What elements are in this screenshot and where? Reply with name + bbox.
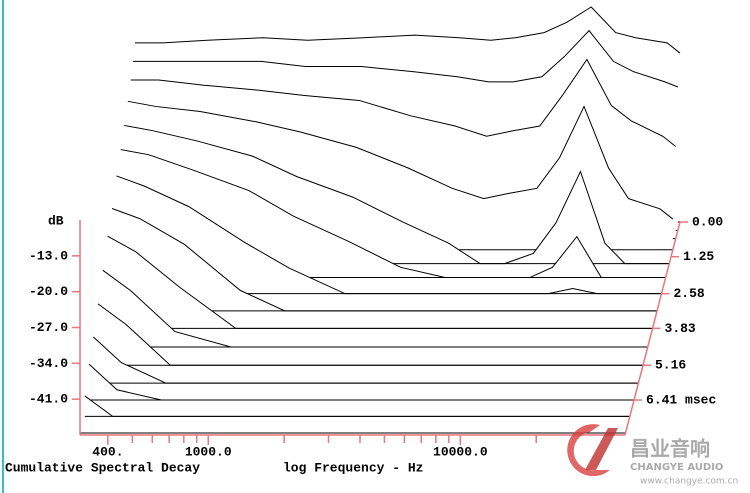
- slice-curve: [107, 235, 653, 329]
- slice-curve: [102, 269, 648, 348]
- x-axis-label: log Frequency - Hz: [283, 460, 423, 475]
- y-tick-label: -34.0: [29, 356, 68, 371]
- slice-curve: [124, 124, 670, 265]
- slice-backdrop: [102, 270, 648, 347]
- slice-backdrop: [116, 175, 662, 294]
- axes: -13.0 -20.0 -27.0 -34.0 -41.0 400. 1000.0 10000…: [29, 214, 723, 459]
- slice-backdrop: [120, 149, 666, 278]
- chart-title: Cumulative Spectral Decay: [5, 460, 200, 475]
- slice-curve: [135, 6, 681, 54]
- slice-curve: [97, 303, 643, 366]
- slice-curve: [84, 395, 630, 417]
- logo-swoosh: [567, 424, 610, 477]
- watermark-subtitle: CHANGYE AUDIO: [630, 462, 723, 473]
- logo-bar: [585, 428, 618, 470]
- slice-curve: [127, 100, 674, 220]
- y-tick-label: -27.0: [29, 320, 68, 335]
- y-tick-label: -20.0: [29, 284, 68, 299]
- z-tick-label: 1.25: [683, 249, 714, 264]
- z-tick-label: 2.58: [673, 286, 704, 301]
- slice-backdrop: [89, 364, 635, 401]
- z-tick-label: 3.83: [665, 321, 696, 336]
- y-axis-label: dB: [48, 213, 64, 228]
- x-tick-label: 10000.0: [433, 444, 488, 459]
- slice-curve: [93, 336, 639, 384]
- slice-backdrop: [93, 336, 639, 384]
- z-tick-label: 0.00: [692, 214, 723, 229]
- watermark-url: www.changye.com.cn: [640, 477, 738, 487]
- z-tick-label: 6.41 msec: [646, 392, 716, 407]
- slice-curve: [132, 29, 679, 88]
- watermark: 昌业音响 CHANGYE AUDIO www.changye.com.cn: [567, 424, 738, 487]
- slice-curve: [111, 208, 658, 312]
- x-tick-label: 1000.0: [185, 444, 232, 459]
- y-tick-label: -13.0: [29, 248, 68, 263]
- slice-curve: [130, 58, 677, 147]
- slice-curve: [88, 363, 635, 401]
- watermark-brand: 昌业音响: [630, 437, 710, 461]
- z-tick-label: 5.16: [655, 358, 686, 373]
- y-tick-label: -41.0: [29, 392, 68, 407]
- plot-area: [80, 6, 681, 434]
- x-tick-label: 400.: [92, 444, 123, 459]
- slice-curve: [116, 175, 662, 295]
- slice-curve: [120, 149, 666, 279]
- slice-backdrop: [97, 303, 643, 366]
